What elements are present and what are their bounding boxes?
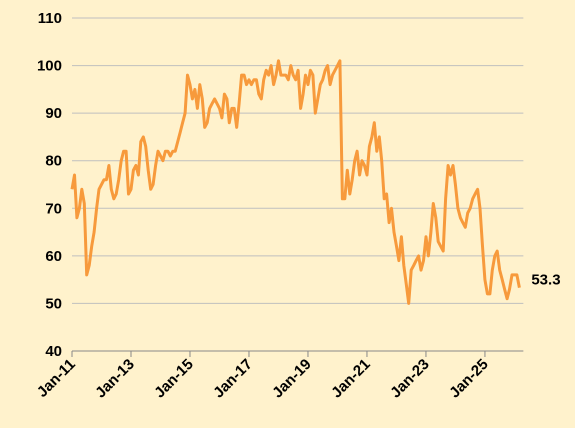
x-tick-label: Jan-23 [387, 356, 433, 402]
y-tick-label: 90 [45, 105, 62, 122]
x-tick-label: Jan-21 [328, 356, 374, 402]
y-tick-label: 40 [45, 343, 62, 360]
y-tick-label: 70 [45, 200, 62, 217]
y-tick-label: 80 [45, 153, 62, 170]
line [70, 59, 521, 305]
x-tick-label: Jan-19 [269, 356, 315, 402]
x-tick-label: Jan-15 [151, 356, 197, 402]
x-tick-label: Jan-13 [92, 356, 138, 402]
y-tick-label: 110 [38, 10, 62, 27]
data-label: 53.3 [531, 272, 560, 289]
y-tick-label: 60 [45, 248, 62, 265]
x-tick-label: Jan-17 [210, 356, 256, 402]
x-tick-label: Jan-11 [34, 356, 79, 401]
x-tick-label: Jan-25 [446, 356, 492, 402]
y-tick-label: 50 [45, 295, 62, 312]
y-tick-label: 100 [37, 58, 62, 75]
